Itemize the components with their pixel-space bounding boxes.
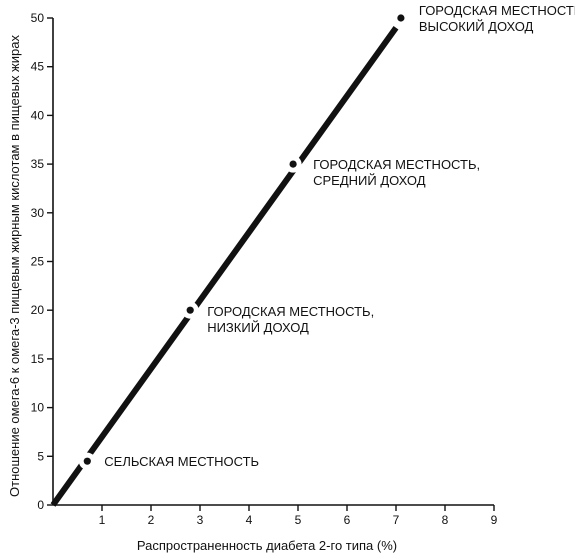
y-tick-label: 15	[31, 352, 45, 366]
x-tick-label: 8	[442, 513, 449, 527]
y-tick-label: 45	[31, 60, 45, 74]
x-tick-label: 2	[148, 513, 155, 527]
y-tick-label: 40	[31, 108, 45, 122]
point-label-line: ГОРОДСКАЯ МЕСТНОСТЬ,	[207, 304, 374, 319]
trend-line	[50, 25, 399, 507]
point-label: ГОРОДСКАЯ МЕСТНОСТЬ, НИЗКИЙ ДОХОД	[207, 304, 374, 335]
point-label: ГОРОДСКАЯ МЕСТНОСТЬ, ВЫСОКИЙ ДОХОД	[419, 3, 575, 34]
x-tick-label: 1	[99, 513, 106, 527]
point-label-line: НИЗКИЙ ДОХОД	[207, 320, 309, 335]
point-label-line: ГОРОДСКАЯ МЕСТНОСТЬ,	[313, 157, 480, 172]
x-tick-label: 6	[344, 513, 351, 527]
point-label-line: ВЫСОКИЙ ДОХОД	[419, 19, 534, 34]
point-label-line: СРЕДНИЙ ДОХОД	[313, 173, 426, 188]
data-point	[289, 160, 297, 168]
point-label: СЕЛЬСКАЯ МЕСТНОСТЬ	[104, 454, 259, 469]
x-tick-label: 7	[393, 513, 400, 527]
y-tick-label: 30	[31, 206, 45, 220]
y-tick-label: 25	[31, 255, 45, 269]
x-axis-title: Распространенность диабета 2-го типа (%)	[137, 538, 397, 553]
y-tick-label: 0	[37, 498, 44, 512]
point-label-line: СЕЛЬСКАЯ МЕСТНОСТЬ	[104, 454, 259, 469]
y-tick-label: 5	[37, 449, 44, 463]
data-point	[397, 14, 405, 22]
y-tick-label: 10	[31, 401, 45, 415]
data-point	[83, 457, 91, 465]
x-tick-label: 9	[491, 513, 498, 527]
y-tick-label: 35	[31, 157, 45, 171]
y-axis-title: Отношение омега-6 к омега-3 пищевым жирн…	[7, 35, 22, 497]
data-point	[186, 306, 194, 314]
point-label-line: ГОРОДСКАЯ МЕСТНОСТЬ,	[419, 3, 575, 18]
x-tick-label: 5	[295, 513, 302, 527]
point-label: ГОРОДСКАЯ МЕСТНОСТЬ, СРЕДНИЙ ДОХОД	[313, 157, 480, 188]
x-tick-label: 4	[246, 513, 253, 527]
y-tick-label: 20	[31, 303, 45, 317]
x-tick-label: 3	[197, 513, 204, 527]
trend-line-group	[50, 25, 399, 507]
data-points	[78, 9, 410, 470]
y-tick-label: 50	[31, 11, 45, 25]
